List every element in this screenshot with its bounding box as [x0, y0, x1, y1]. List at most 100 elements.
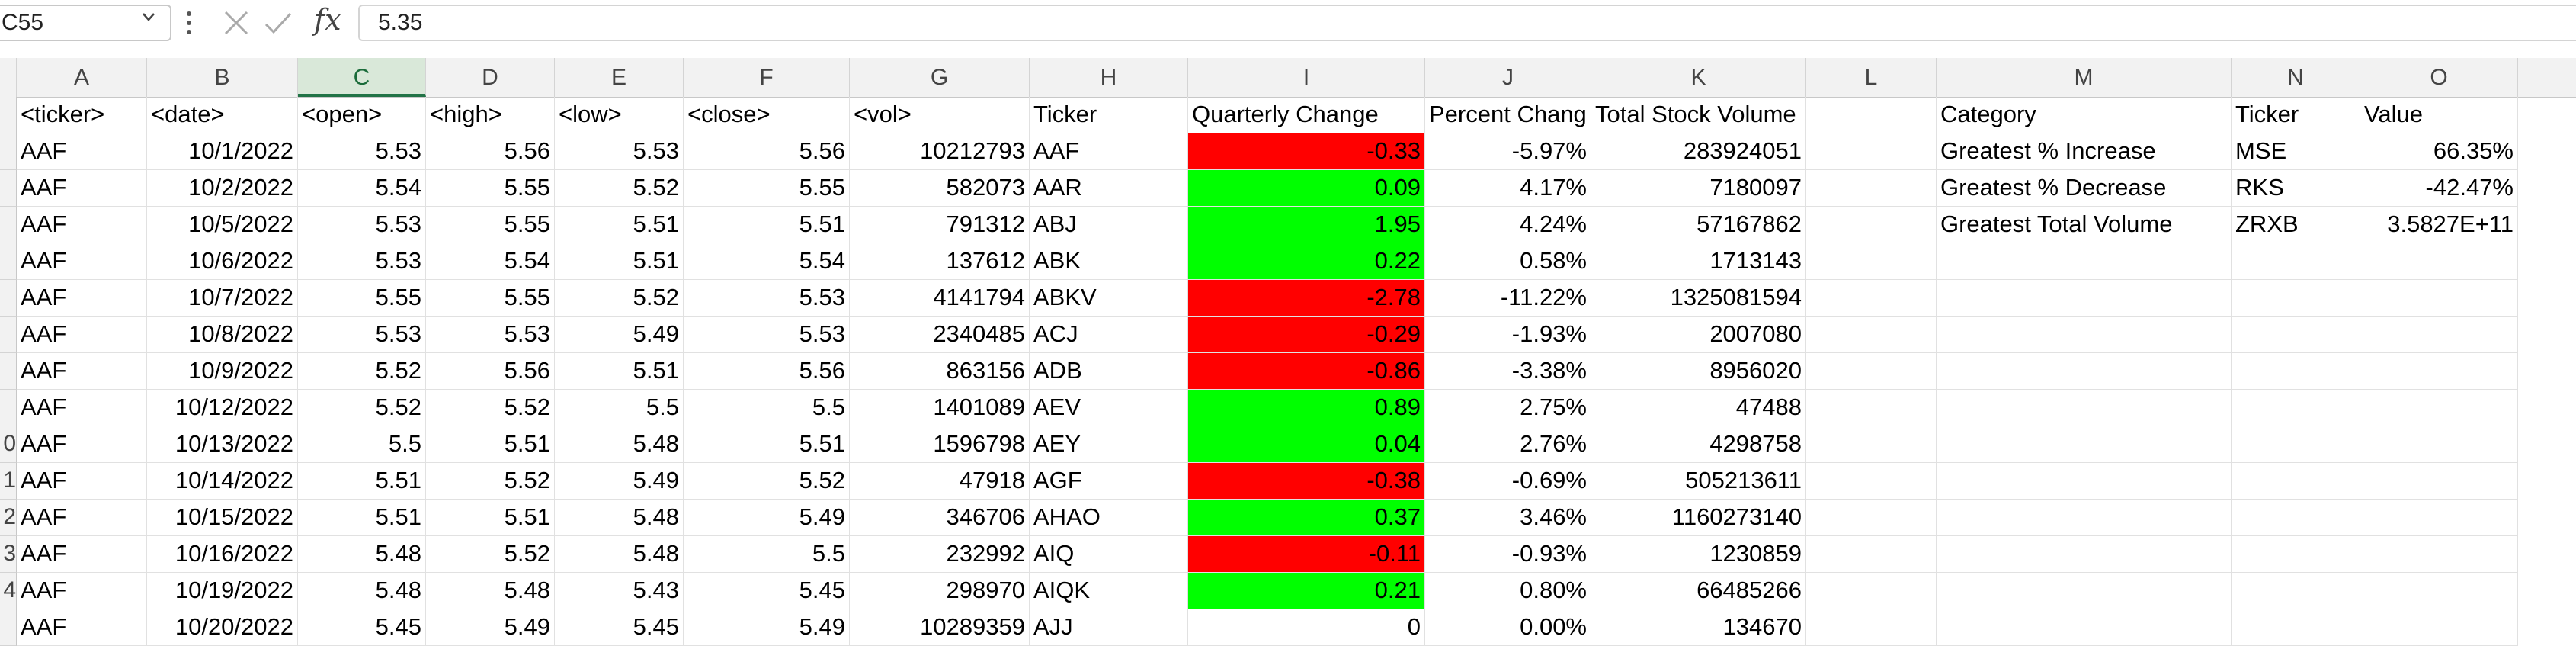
column-header-b[interactable]: B [147, 58, 298, 97]
cell-b[interactable]: 10/6/2022 [147, 243, 298, 280]
row-number[interactable] [0, 280, 17, 317]
cell-m[interactable]: Category [1937, 97, 2232, 133]
cell-a[interactable]: <ticker> [17, 97, 147, 133]
cell-f[interactable]: 5.49 [684, 609, 850, 646]
cell-i[interactable]: -0.29 [1188, 317, 1425, 353]
cell-l[interactable] [1806, 426, 1937, 463]
cell-f[interactable]: 5.54 [684, 243, 850, 280]
cell-c[interactable]: 5.51 [298, 463, 426, 500]
cell-c[interactable]: 5.48 [298, 536, 426, 573]
cell-i[interactable]: 0.21 [1188, 573, 1425, 609]
cell-o[interactable] [2360, 463, 2518, 500]
cell-n[interactable] [2232, 353, 2360, 390]
cell-k[interactable]: 134670 [1591, 609, 1806, 646]
column-header-k[interactable]: K [1591, 58, 1806, 97]
cell-e[interactable]: 5.49 [555, 317, 684, 353]
cell-a[interactable]: AAF [17, 317, 147, 353]
cell-h[interactable]: AAF [1030, 133, 1188, 170]
cell-m[interactable] [1937, 353, 2232, 390]
cell-l[interactable] [1806, 243, 1937, 280]
cell-k[interactable]: 1325081594 [1591, 280, 1806, 317]
cell-a[interactable]: AAF [17, 426, 147, 463]
chevron-down-icon[interactable] [141, 9, 156, 24]
row-number[interactable]: 1 [0, 463, 17, 500]
cell-n[interactable] [2232, 243, 2360, 280]
cell-c[interactable]: 5.55 [298, 280, 426, 317]
column-header-m[interactable]: M [1937, 58, 2232, 97]
row-number[interactable] [0, 390, 17, 426]
cell-f[interactable]: 5.51 [684, 207, 850, 243]
cell-o[interactable] [2360, 317, 2518, 353]
cell-a[interactable]: AAF [17, 243, 147, 280]
cell-f[interactable]: 5.53 [684, 317, 850, 353]
cell-g[interactable]: 4141794 [850, 280, 1030, 317]
cell-j[interactable]: -11.22% [1425, 280, 1591, 317]
cell-b[interactable]: 10/5/2022 [147, 207, 298, 243]
cell-n[interactable] [2232, 609, 2360, 646]
cell-a[interactable]: AAF [17, 463, 147, 500]
cell-j[interactable]: -5.97% [1425, 133, 1591, 170]
cell-j[interactable]: Percent Chang [1425, 97, 1591, 133]
cell-m[interactable]: Greatest % Decrease [1937, 170, 2232, 207]
cell-i[interactable]: -0.38 [1188, 463, 1425, 500]
cell-k[interactable]: 1230859 [1591, 536, 1806, 573]
cell-m[interactable] [1937, 463, 2232, 500]
cell-f[interactable]: 5.56 [684, 133, 850, 170]
cell-c[interactable]: 5.52 [298, 353, 426, 390]
cell-l[interactable] [1806, 280, 1937, 317]
cell-m[interactable] [1937, 426, 2232, 463]
cell-k[interactable]: 57167862 [1591, 207, 1806, 243]
cell-d[interactable]: 5.54 [426, 243, 555, 280]
cell-g[interactable]: 47918 [850, 463, 1030, 500]
cell-n[interactable]: Ticker [2232, 97, 2360, 133]
cell-o[interactable]: 3.5827E+11 [2360, 207, 2518, 243]
column-header-d[interactable]: D [426, 58, 555, 97]
cell-b[interactable]: 10/7/2022 [147, 280, 298, 317]
cell-j[interactable]: 4.17% [1425, 170, 1591, 207]
cell-c[interactable]: 5.51 [298, 500, 426, 536]
row-number[interactable] [0, 243, 17, 280]
cell-k[interactable]: 7180097 [1591, 170, 1806, 207]
cell-g[interactable]: 298970 [850, 573, 1030, 609]
cell-k[interactable]: 1160273140 [1591, 500, 1806, 536]
cell-o[interactable] [2360, 243, 2518, 280]
cell-k[interactable]: 2007080 [1591, 317, 1806, 353]
cell-i[interactable]: 0 [1188, 609, 1425, 646]
cell-d[interactable]: 5.51 [426, 426, 555, 463]
cell-n[interactable] [2232, 390, 2360, 426]
cell-e[interactable]: 5.5 [555, 390, 684, 426]
cell-f[interactable]: 5.49 [684, 500, 850, 536]
cell-a[interactable]: AAF [17, 573, 147, 609]
cell-i[interactable]: -0.86 [1188, 353, 1425, 390]
column-header-o[interactable]: O [2360, 58, 2518, 97]
cell-j[interactable]: 0.00% [1425, 609, 1591, 646]
cell-i[interactable]: -0.33 [1188, 133, 1425, 170]
cell-n[interactable] [2232, 317, 2360, 353]
cell-g[interactable]: 346706 [850, 500, 1030, 536]
cell-a[interactable]: AAF [17, 280, 147, 317]
column-header-j[interactable]: J [1425, 58, 1591, 97]
cell-a[interactable]: AAF [17, 133, 147, 170]
cell-a[interactable]: AAF [17, 609, 147, 646]
cell-d[interactable]: <high> [426, 97, 555, 133]
name-box[interactable]: C55 [0, 5, 171, 41]
column-header-e[interactable]: E [555, 58, 684, 97]
cell-d[interactable]: 5.55 [426, 280, 555, 317]
row-number[interactable]: 3 [0, 536, 17, 573]
cell-k[interactable]: 66485266 [1591, 573, 1806, 609]
cell-f[interactable]: 5.5 [684, 390, 850, 426]
cell-c[interactable]: 5.45 [298, 609, 426, 646]
cell-m[interactable] [1937, 536, 2232, 573]
cell-m[interactable]: Greatest Total Volume [1937, 207, 2232, 243]
select-all-corner[interactable] [0, 58, 17, 97]
cell-e[interactable]: 5.48 [555, 536, 684, 573]
column-header-h[interactable]: H [1030, 58, 1188, 97]
cell-k[interactable]: 1713143 [1591, 243, 1806, 280]
cell-l[interactable] [1806, 500, 1937, 536]
column-header-a[interactable]: A [17, 58, 147, 97]
cell-k[interactable]: 8956020 [1591, 353, 1806, 390]
cell-b[interactable]: 10/12/2022 [147, 390, 298, 426]
cell-j[interactable]: 0.80% [1425, 573, 1591, 609]
cell-l[interactable] [1806, 573, 1937, 609]
cell-c[interactable]: <open> [298, 97, 426, 133]
